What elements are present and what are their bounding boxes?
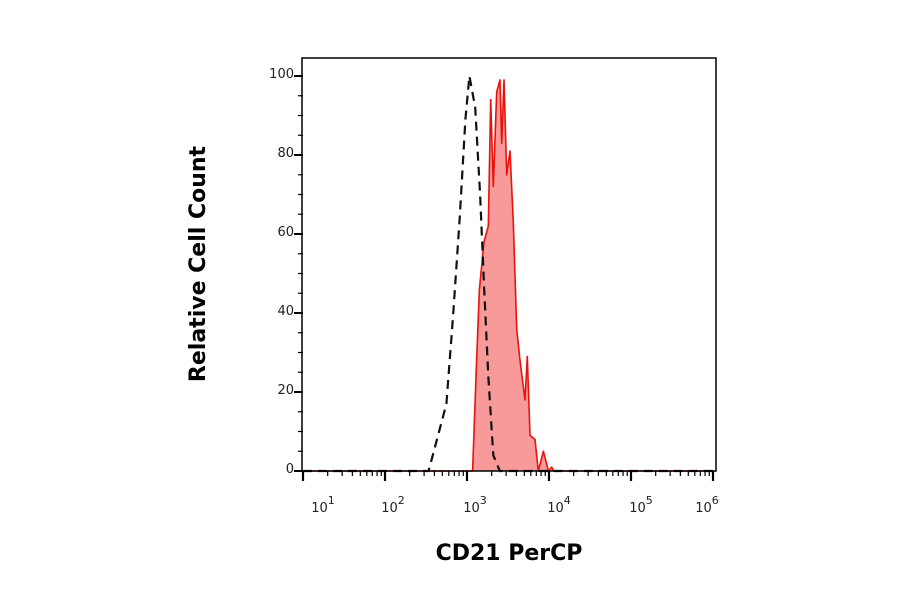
x-axis-title: CD21 PerCP — [436, 541, 583, 566]
y-tick-label: 0 — [286, 462, 294, 477]
x-tick-label: 105 — [629, 494, 653, 516]
x-tick-label: 106 — [695, 494, 719, 516]
isotype-control-dashed-line — [303, 75, 713, 473]
y-axis-title: Relative Cell Count — [186, 145, 211, 382]
stained-histogram-line — [303, 79, 713, 472]
y-tick-label: 40 — [277, 304, 294, 319]
x-tick-label: 103 — [463, 494, 487, 516]
plot-frame — [301, 57, 717, 472]
x-tick-label: 101 — [311, 494, 335, 516]
x-tick-label: 102 — [381, 494, 405, 516]
y-tick-label: 80 — [277, 146, 294, 161]
x-tick-label: 104 — [547, 494, 571, 516]
y-tick-label: 100 — [269, 67, 294, 82]
y-tick-label: 60 — [277, 225, 294, 240]
stained-histogram-fill — [303, 79, 713, 472]
y-tick-label: 20 — [277, 383, 294, 398]
